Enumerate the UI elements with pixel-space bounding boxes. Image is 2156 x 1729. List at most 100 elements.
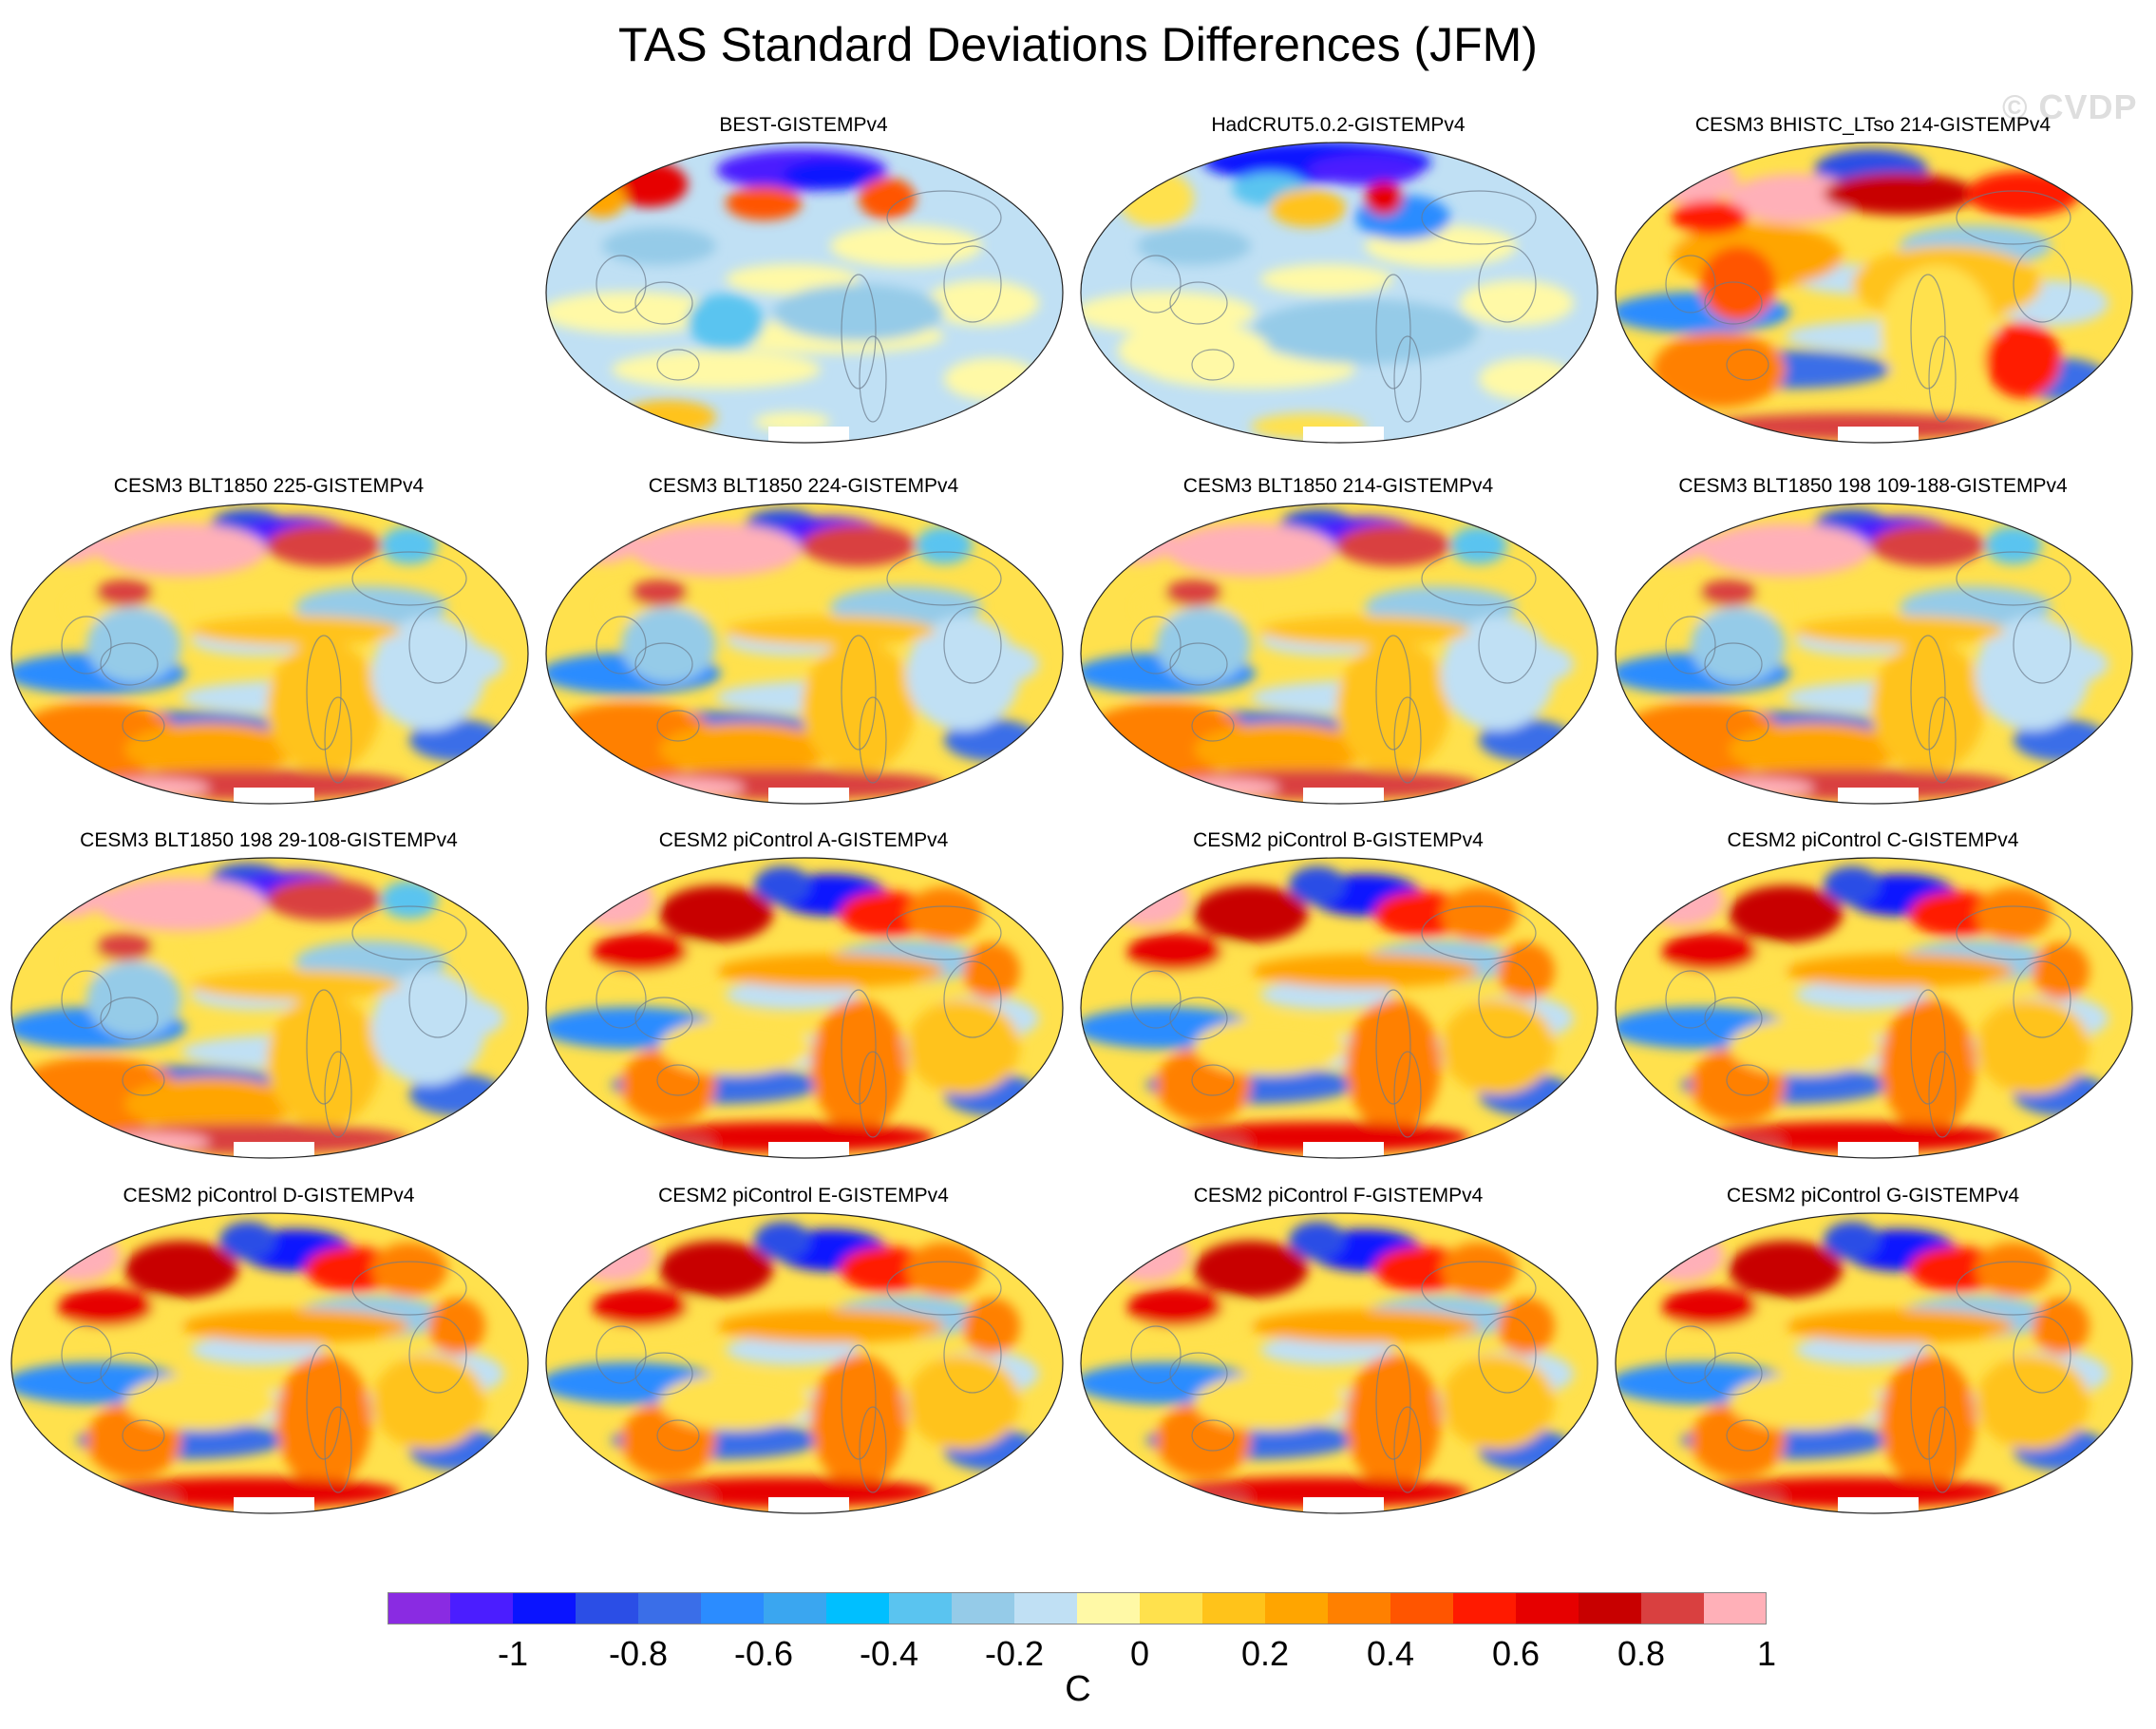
field-blob [1450, 526, 1507, 564]
field-blob [916, 526, 973, 564]
colorbar-tick-label: 0.6 [1491, 1634, 1541, 1673]
colorbar-swatch [826, 1592, 890, 1624]
field-blob [371, 617, 485, 731]
field-blob [1441, 617, 1555, 731]
map-panel: HadCRUT5.0.2-GISTEMPv4 [1069, 114, 1607, 489]
field-blob [773, 284, 944, 341]
field-blob [802, 524, 916, 566]
field-blob [1365, 181, 1403, 216]
panel-title: CESM3 BLT1850 225-GISTEMPv4 [113, 475, 425, 497]
colorbar-swatch [764, 1592, 827, 1624]
global-map [1080, 857, 1598, 1159]
field-blob [96, 580, 153, 606]
colorbar-tick-label: 0.2 [1240, 1634, 1290, 1673]
field-blob [1289, 1222, 1346, 1260]
field-blob [1672, 200, 1748, 235]
figure-title: TAS Standard Deviations Differences (JFM… [618, 18, 1538, 71]
panel-title: HadCRUT5.0.2-GISTEMPv4 [1211, 114, 1466, 136]
colorbar-swatch [1579, 1592, 1642, 1624]
field-blob [1976, 1355, 2090, 1450]
field-blob [1346, 1355, 1441, 1488]
field-blob [381, 526, 438, 564]
colorbar-swatch [1704, 1592, 1767, 1624]
field-blob [191, 616, 400, 646]
field-blob [659, 1241, 773, 1298]
field-blob [1441, 887, 1517, 940]
field-blob [906, 1243, 982, 1296]
field-blob [1729, 1241, 1843, 1298]
colorbar-tick-label: -0.4 [859, 1634, 919, 1673]
panel-title: CESM2 piControl G-GISTEMPv4 [1726, 1185, 2020, 1206]
colorbar-swatch [889, 1592, 953, 1624]
field-blob [1700, 246, 1776, 322]
field-blob [1260, 264, 1393, 294]
field-blob [1795, 616, 2004, 646]
field-blob [86, 607, 181, 683]
global-map [545, 857, 1064, 1159]
field-blob [1460, 280, 1574, 326]
field-blob [621, 607, 716, 683]
panel-title: CESM3 BLT1850 198 109-188-GISTEMPv4 [1678, 475, 2068, 497]
colorbar-swatch [1014, 1592, 1078, 1624]
global-map [10, 503, 529, 805]
field-blob [830, 225, 982, 267]
field-blob [659, 1374, 811, 1431]
colorbar-swatch [1390, 1592, 1454, 1624]
field-blob [569, 873, 654, 926]
colorbar-tick-label: -0.2 [984, 1634, 1045, 1673]
colorbar-swatch [638, 1592, 702, 1624]
global-map [545, 142, 1064, 444]
field-blob [267, 879, 381, 921]
field-blob [564, 518, 640, 563]
field-blob [1871, 524, 1985, 566]
field-blob [906, 617, 1020, 731]
field-blob [1729, 1018, 1881, 1075]
colorbar-tick-label: 0 [1129, 1634, 1150, 1673]
global-map [1615, 1212, 2133, 1514]
colorbar-swatch [1140, 1592, 1203, 1624]
field-blob [1127, 933, 1222, 971]
field-blob [371, 1243, 447, 1296]
field-blob [1104, 1228, 1189, 1282]
colorbar-swatch [1516, 1592, 1579, 1624]
colorbar-unit: C [1065, 1669, 1091, 1709]
field-blob [267, 640, 381, 773]
field-blob [29, 518, 105, 563]
field-blob [602, 227, 716, 265]
panel-title: CESM3 BHISTC_LTso 214-GISTEMPv4 [1694, 114, 2052, 136]
global-map [1615, 857, 2133, 1159]
field-blob [1976, 1243, 2052, 1296]
field-blob [906, 999, 1020, 1094]
field-blob [1729, 1374, 1881, 1431]
field-blob [34, 1228, 120, 1282]
field-blob [1194, 1018, 1346, 1075]
field-blob [124, 1077, 295, 1130]
field-blob [181, 1309, 409, 1343]
field-blob [1479, 358, 1574, 400]
map-panel: CESM2 piControl C-GISTEMPv4 [1604, 829, 2142, 1205]
field-blob [1729, 723, 1900, 776]
field-blob [754, 1222, 811, 1260]
field-blob [1346, 999, 1441, 1132]
field-blob [1643, 156, 1738, 203]
field-blob [726, 616, 935, 646]
colorbar-swatch [701, 1592, 765, 1624]
colorbar-tick-label: -1 [497, 1634, 529, 1673]
field-blob [1662, 933, 1757, 971]
global-map [545, 1212, 1064, 1514]
field-blob [1104, 873, 1189, 926]
field-blob [1194, 1374, 1346, 1431]
panel-title: CESM2 piControl E-GISTEMPv4 [658, 1185, 949, 1206]
panel-title: CESM2 piControl B-GISTEMPv4 [1193, 829, 1484, 851]
field-blob [1985, 322, 2061, 398]
panel-title: CESM3 BLT1850 224-GISTEMPv4 [648, 475, 959, 497]
field-blob [96, 934, 153, 960]
field-blob [716, 1309, 944, 1343]
field-blob [371, 971, 485, 1085]
field-blob [802, 640, 916, 773]
map-panel: CESM2 piControl E-GISTEMPv4 [535, 1185, 1072, 1560]
field-blob [1976, 617, 2090, 731]
panel-title: CESM2 piControl D-GISTEMPv4 [123, 1185, 415, 1206]
field-blob [1194, 885, 1308, 942]
colorbar [388, 1592, 1767, 1624]
